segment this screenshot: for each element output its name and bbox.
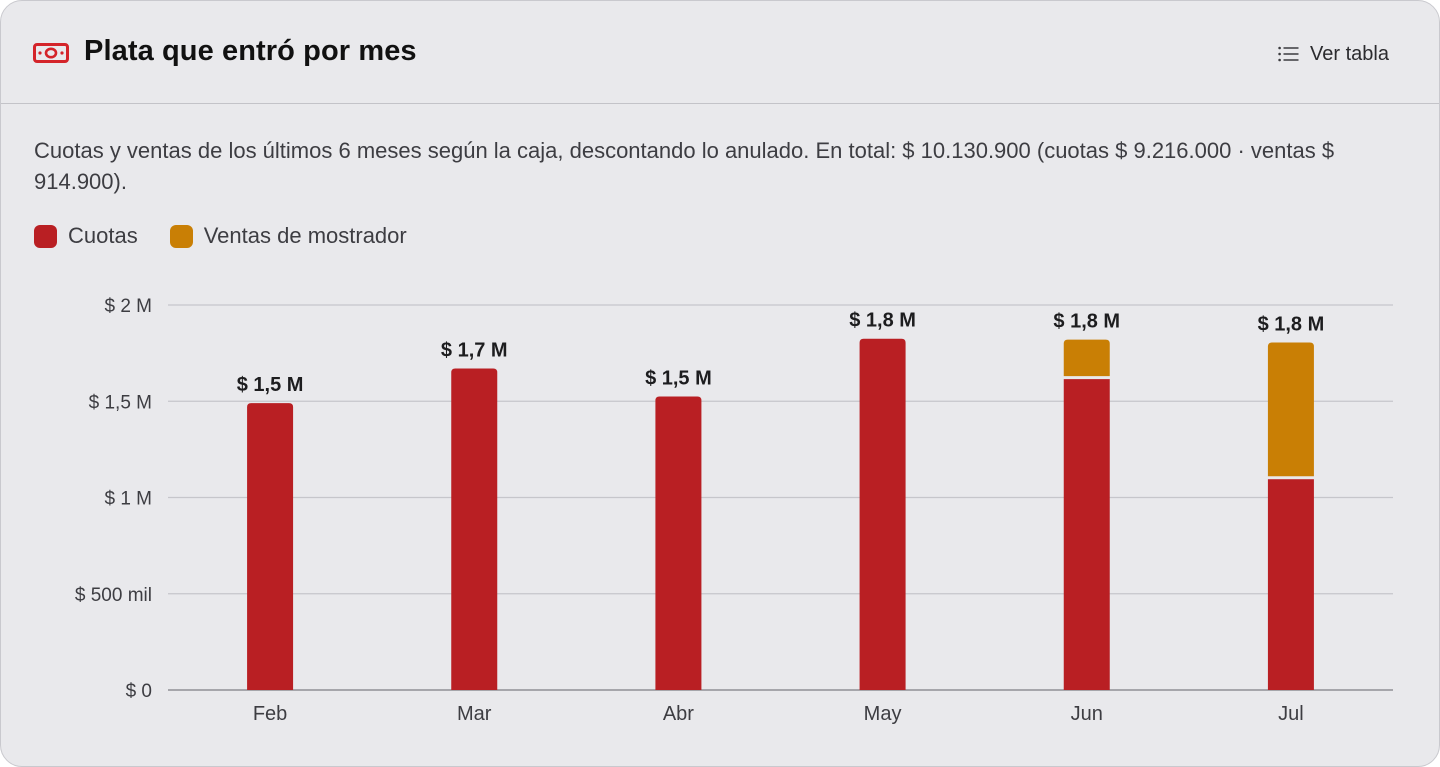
- x-tick-label: Abr: [663, 703, 694, 725]
- legend-item-cuotas: Cuotas: [34, 223, 138, 249]
- x-tick-label: Jun: [1071, 703, 1103, 725]
- bar-ventas: [1267, 342, 1314, 477]
- x-tick-label: Mar: [457, 703, 492, 725]
- x-tick-label: May: [864, 703, 902, 725]
- bar-total-label: $ 1,5 M: [645, 367, 712, 389]
- legend-label-ventas: Ventas de mostrador: [203, 223, 407, 248]
- bar-cuotas: [1063, 379, 1110, 690]
- x-tick-label: Feb: [253, 703, 287, 725]
- bar-total-label: $ 1,8 M: [849, 310, 916, 332]
- card-title: Plata que entró por mes: [84, 35, 417, 67]
- banknote-icon: [33, 43, 69, 63]
- bar-cuotas: [451, 368, 498, 690]
- bar-total-label: $ 1,8 M: [1258, 314, 1325, 336]
- view-table-button[interactable]: Ver tabla: [1278, 41, 1389, 67]
- bar-total-label: $ 1,5 M: [237, 374, 304, 396]
- bar-ventas: [1063, 339, 1110, 377]
- bar-cuotas: [655, 396, 702, 690]
- y-tick-label: $ 0: [126, 681, 152, 702]
- chart-description: Cuotas y ventas de los últimos 6 meses s…: [34, 138, 1335, 194]
- bar-cuotas: [247, 403, 294, 690]
- chart-legend: Cuotas Ventas de mostrador: [34, 221, 407, 251]
- list-icon: [1278, 46, 1299, 62]
- bar-total-label: $ 1,8 M: [1053, 311, 1120, 333]
- y-tick-label: $ 1 M: [104, 489, 152, 510]
- y-tick-label: $ 2 M: [104, 296, 152, 317]
- card-header: Plata que entró por mes Ver tabla: [1, 1, 1439, 104]
- legend-swatch-ventas: [169, 224, 193, 248]
- bar-total-label: $ 1,7 M: [441, 340, 508, 362]
- legend-label-cuotas: Cuotas: [68, 223, 138, 248]
- view-table-label: Ver tabla: [1310, 42, 1389, 65]
- legend-swatch-cuotas: [34, 224, 57, 248]
- y-tick-label: $ 500 mil: [75, 585, 152, 606]
- x-tick-label: Jul: [1278, 703, 1304, 725]
- bar-cuotas: [1267, 479, 1314, 690]
- legend-item-ventas: Ventas de mostrador: [169, 223, 407, 249]
- bar-cuotas: [859, 338, 906, 690]
- y-tick-label: $ 1,5 M: [89, 392, 152, 413]
